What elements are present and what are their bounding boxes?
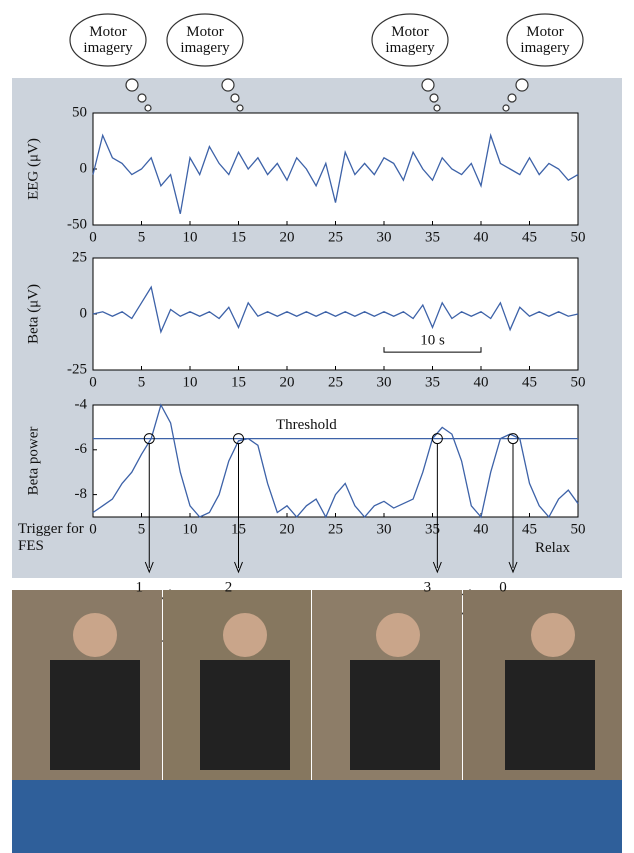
thought-bubbles — [69, 13, 584, 112]
plot-area — [92, 257, 579, 371]
x-tick-label: 35 — [425, 521, 440, 537]
x-tick-label: 30 — [377, 229, 392, 245]
y-tick-label: -4 — [75, 396, 88, 412]
y-tick-label: 0 — [80, 160, 88, 176]
threshold-label: Threshold — [276, 417, 337, 433]
x-tick-label: 45 — [522, 229, 537, 245]
x-tick-label: 20 — [280, 374, 295, 390]
x-tick-label: 5 — [138, 229, 146, 245]
x-tick-label: 20 — [280, 521, 295, 537]
x-tick-label: 15 — [231, 374, 246, 390]
data-line — [92, 403, 579, 519]
y-axis-label: Beta power — [25, 427, 41, 496]
x-tick-label: 10 — [183, 229, 198, 245]
fes-label: 3 — [424, 579, 432, 595]
x-tick-label: 5 — [138, 521, 146, 537]
scale-bar — [383, 347, 482, 353]
x-tick-label: 50 — [571, 229, 586, 245]
trigger-label: Trigger for FES — [18, 521, 84, 554]
plot-area — [92, 404, 579, 518]
photos — [12, 590, 622, 853]
y-axis-label: EEG (μV) — [25, 138, 41, 200]
x-tick-label: 50 — [571, 521, 586, 537]
x-tick-label: 50 — [571, 374, 586, 390]
y-axis-label: Beta (μV) — [25, 284, 41, 344]
bubble-text: Motor imagery — [83, 24, 133, 56]
bubble-text: Motor imagery — [520, 24, 570, 56]
x-tick-label: 5 — [138, 374, 146, 390]
x-tick-label: 25 — [328, 229, 343, 245]
arrow-head — [234, 561, 243, 574]
y-tick-label: -8 — [75, 486, 88, 502]
y-tick-label: -6 — [75, 441, 88, 457]
x-tick-label: 10 — [183, 521, 198, 537]
x-tick-label: 40 — [474, 521, 489, 537]
y-tick-label: -50 — [67, 216, 87, 232]
y-tick-label: -25 — [67, 361, 87, 377]
x-tick-label: 0 — [89, 374, 97, 390]
x-tick-label: 20 — [280, 229, 295, 245]
fes-label: 2 — [225, 579, 233, 595]
x-tick-label: 0 — [89, 521, 97, 537]
data-line — [92, 285, 579, 335]
fes-label: 1 — [136, 579, 144, 595]
bubble-text: Motor imagery — [385, 24, 435, 56]
fes-label: 0 — [499, 579, 507, 595]
x-tick-label: 15 — [231, 229, 246, 245]
x-tick-label: 35 — [425, 229, 440, 245]
x-tick-label: 25 — [328, 374, 343, 390]
relax-label: Relax — [535, 540, 570, 556]
x-tick-label: 30 — [377, 521, 392, 537]
x-tick-label: 40 — [474, 229, 489, 245]
x-tick-label: 40 — [474, 374, 489, 390]
scale-bar-label: 10 s — [420, 333, 445, 349]
x-tick-label: 25 — [328, 521, 343, 537]
data-line — [92, 132, 579, 214]
x-tick-label: 35 — [425, 374, 440, 390]
x-tick-label: 45 — [522, 521, 537, 537]
arrow-head — [432, 561, 442, 574]
plot-area — [92, 112, 579, 226]
y-tick-label: 0 — [80, 305, 88, 321]
y-tick-label: 50 — [72, 104, 87, 120]
y-tick-label: 25 — [72, 249, 87, 265]
bubble-text: Motor imagery — [180, 24, 230, 56]
x-tick-label: 45 — [522, 374, 537, 390]
x-tick-label: 0 — [89, 229, 97, 245]
arrow-head — [144, 561, 154, 574]
arrow-head — [508, 561, 518, 574]
x-tick-label: 10 — [183, 374, 198, 390]
x-tick-label: 30 — [377, 374, 392, 390]
